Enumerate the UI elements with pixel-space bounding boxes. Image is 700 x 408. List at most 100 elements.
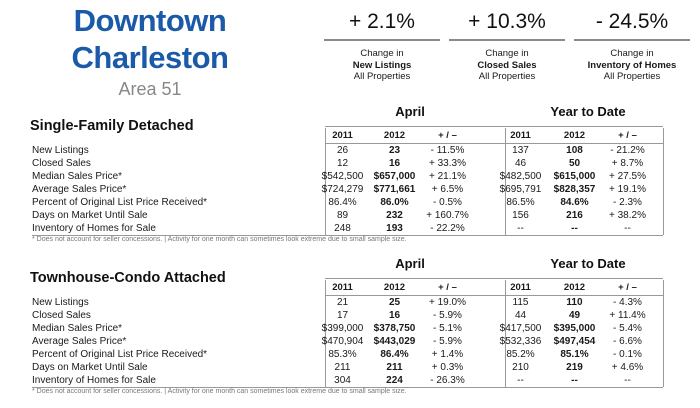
row-value: 110 [566, 297, 583, 308]
row-label: Closed Sales [32, 158, 91, 169]
row-label: Percent of Original List Price Received* [32, 349, 208, 360]
table-border-right [663, 280, 664, 387]
row-value: -- [571, 223, 578, 234]
row-value: $443,029 [373, 336, 416, 347]
row-value: - 5.9% [433, 310, 462, 321]
row-value: $724,279 [321, 184, 364, 195]
row-value: 248 [334, 223, 351, 234]
column-header: 2012 [383, 282, 406, 293]
row-label: Median Sales Price* [32, 171, 123, 182]
column-header: 2012 [563, 282, 586, 293]
table-row: New Listings 26 23 - 11.5% 137 108 - 21.2% [32, 145, 662, 158]
row-value: - 5.9% [433, 336, 462, 347]
row-value: 50 [568, 158, 581, 169]
table-bottom-rule [32, 387, 663, 388]
row-value: + 11.4% [609, 310, 646, 321]
column-header: 2011 [332, 282, 353, 293]
table-row: Closed Sales 12 16 + 33.3% 46 50 + 8.7% [32, 158, 662, 171]
row-value: $482,500 [499, 171, 542, 182]
row-label: Average Sales Price* [32, 336, 127, 347]
title-line-1: Downtown [73, 3, 227, 38]
row-value: 232 [386, 210, 403, 221]
kpi-value: - 24.5% [595, 10, 669, 33]
row-value: 216 [566, 210, 583, 221]
row-value: - 4.3% [613, 297, 642, 308]
kpi-rule [324, 39, 440, 41]
row-value: - 26.3% [430, 375, 465, 386]
row-value: 86.4% [328, 197, 357, 208]
row-value: 85.1% [560, 349, 589, 360]
row-value: $771,661 [373, 184, 416, 195]
row-value: $828,357 [553, 184, 596, 195]
table-row: Days on Market Until Sale 89 232 + 160.7% 15… [32, 210, 662, 223]
row-value: -- [571, 375, 578, 386]
row-value: $497,454 [553, 336, 596, 347]
kpi-line2: Inventory of Homes [587, 59, 677, 71]
section-title: Townhouse-Condo Attached [30, 270, 226, 286]
row-label: Days on Market Until Sale [32, 362, 148, 373]
kpi-rule [449, 39, 565, 41]
row-label: Average Sales Price* [32, 184, 127, 195]
row-value: - 5.1% [433, 323, 462, 334]
row-label: Inventory of Homes for Sale [32, 375, 156, 386]
footnote: * Does not account for seller concession… [32, 388, 407, 395]
row-value: - 11.5% [430, 145, 465, 156]
row-label: Closed Sales [32, 310, 91, 321]
kpi-line1: Change in [485, 48, 529, 59]
row-value: + 1.4% [431, 349, 464, 360]
kpi-line3: All Properties [353, 71, 411, 82]
period-divider [505, 280, 506, 387]
table-row: Closed Sales 17 16 - 5.9% 44 49 + 11.4% [32, 310, 662, 323]
kpi-line1: Change in [360, 48, 404, 59]
column-header: + / – [438, 130, 457, 141]
row-label: New Listings [32, 297, 89, 308]
row-value: + 19.0% [429, 297, 466, 308]
header-underline [325, 278, 663, 279]
table-row: New Listings 21 25 + 19.0% 115 110 - 4.3% [32, 297, 662, 310]
row-value: 25 [388, 297, 401, 308]
kpi-inventory: - 24.5% Change in Inventory of Homes All… [572, 10, 692, 83]
table-row: Median Sales Price* $542,500 $657,000 + 21.… [32, 171, 662, 184]
row-value: $470,904 [321, 336, 364, 347]
header-underline [325, 126, 663, 127]
row-value: 84.6% [560, 197, 589, 208]
period-header-april: April [395, 104, 425, 119]
table-row: Inventory of Homes for Sale 304 224 - 26.3%… [32, 375, 662, 388]
row-value: 224 [386, 375, 403, 386]
row-value: -- [624, 223, 631, 234]
row-value: 44 [514, 310, 527, 321]
row-value: $695,791 [499, 184, 542, 195]
row-value: 304 [334, 375, 351, 386]
row-value: + 21.1% [429, 171, 466, 182]
row-value: + 38.2% [609, 210, 646, 221]
row-value: 219 [566, 362, 583, 373]
row-value: + 19.1% [609, 184, 646, 195]
table-row: Average Sales Price* $470,904 $443,029 - 5.… [32, 336, 662, 349]
row-value: + 6.5% [431, 184, 464, 195]
row-label: Days on Market Until Sale [32, 210, 148, 221]
row-value: - 21.2% [610, 145, 645, 156]
table-border-left [325, 280, 326, 387]
row-label: Percent of Original List Price Received* [32, 197, 208, 208]
row-value: 211 [386, 362, 403, 373]
kpi-line1: Change in [610, 48, 654, 59]
table-row: Average Sales Price* $724,279 $771,661 + 6.… [32, 184, 662, 197]
kpi-line3: All Properties [603, 71, 661, 82]
row-value: 16 [388, 158, 401, 169]
footnote: * Does not account for seller concession… [32, 236, 407, 243]
row-value: -- [517, 223, 524, 234]
row-value: 156 [512, 210, 529, 221]
table-border-right [663, 128, 664, 235]
row-value: - 6.6% [613, 336, 642, 347]
table-row: Days on Market Until Sale 211 211 + 0.3% 210… [32, 362, 662, 375]
column-header: 2011 [510, 130, 531, 141]
column-header: 2011 [332, 130, 353, 141]
row-value: 16 [388, 310, 401, 321]
column-header: 2011 [510, 282, 531, 293]
kpi-line2: Closed Sales [477, 59, 537, 71]
row-value: 21 [336, 297, 349, 308]
column-header: 2012 [563, 130, 586, 141]
row-value: 86.0% [380, 197, 409, 208]
kpi-line3: All Properties [478, 71, 536, 82]
period-divider [505, 128, 506, 235]
